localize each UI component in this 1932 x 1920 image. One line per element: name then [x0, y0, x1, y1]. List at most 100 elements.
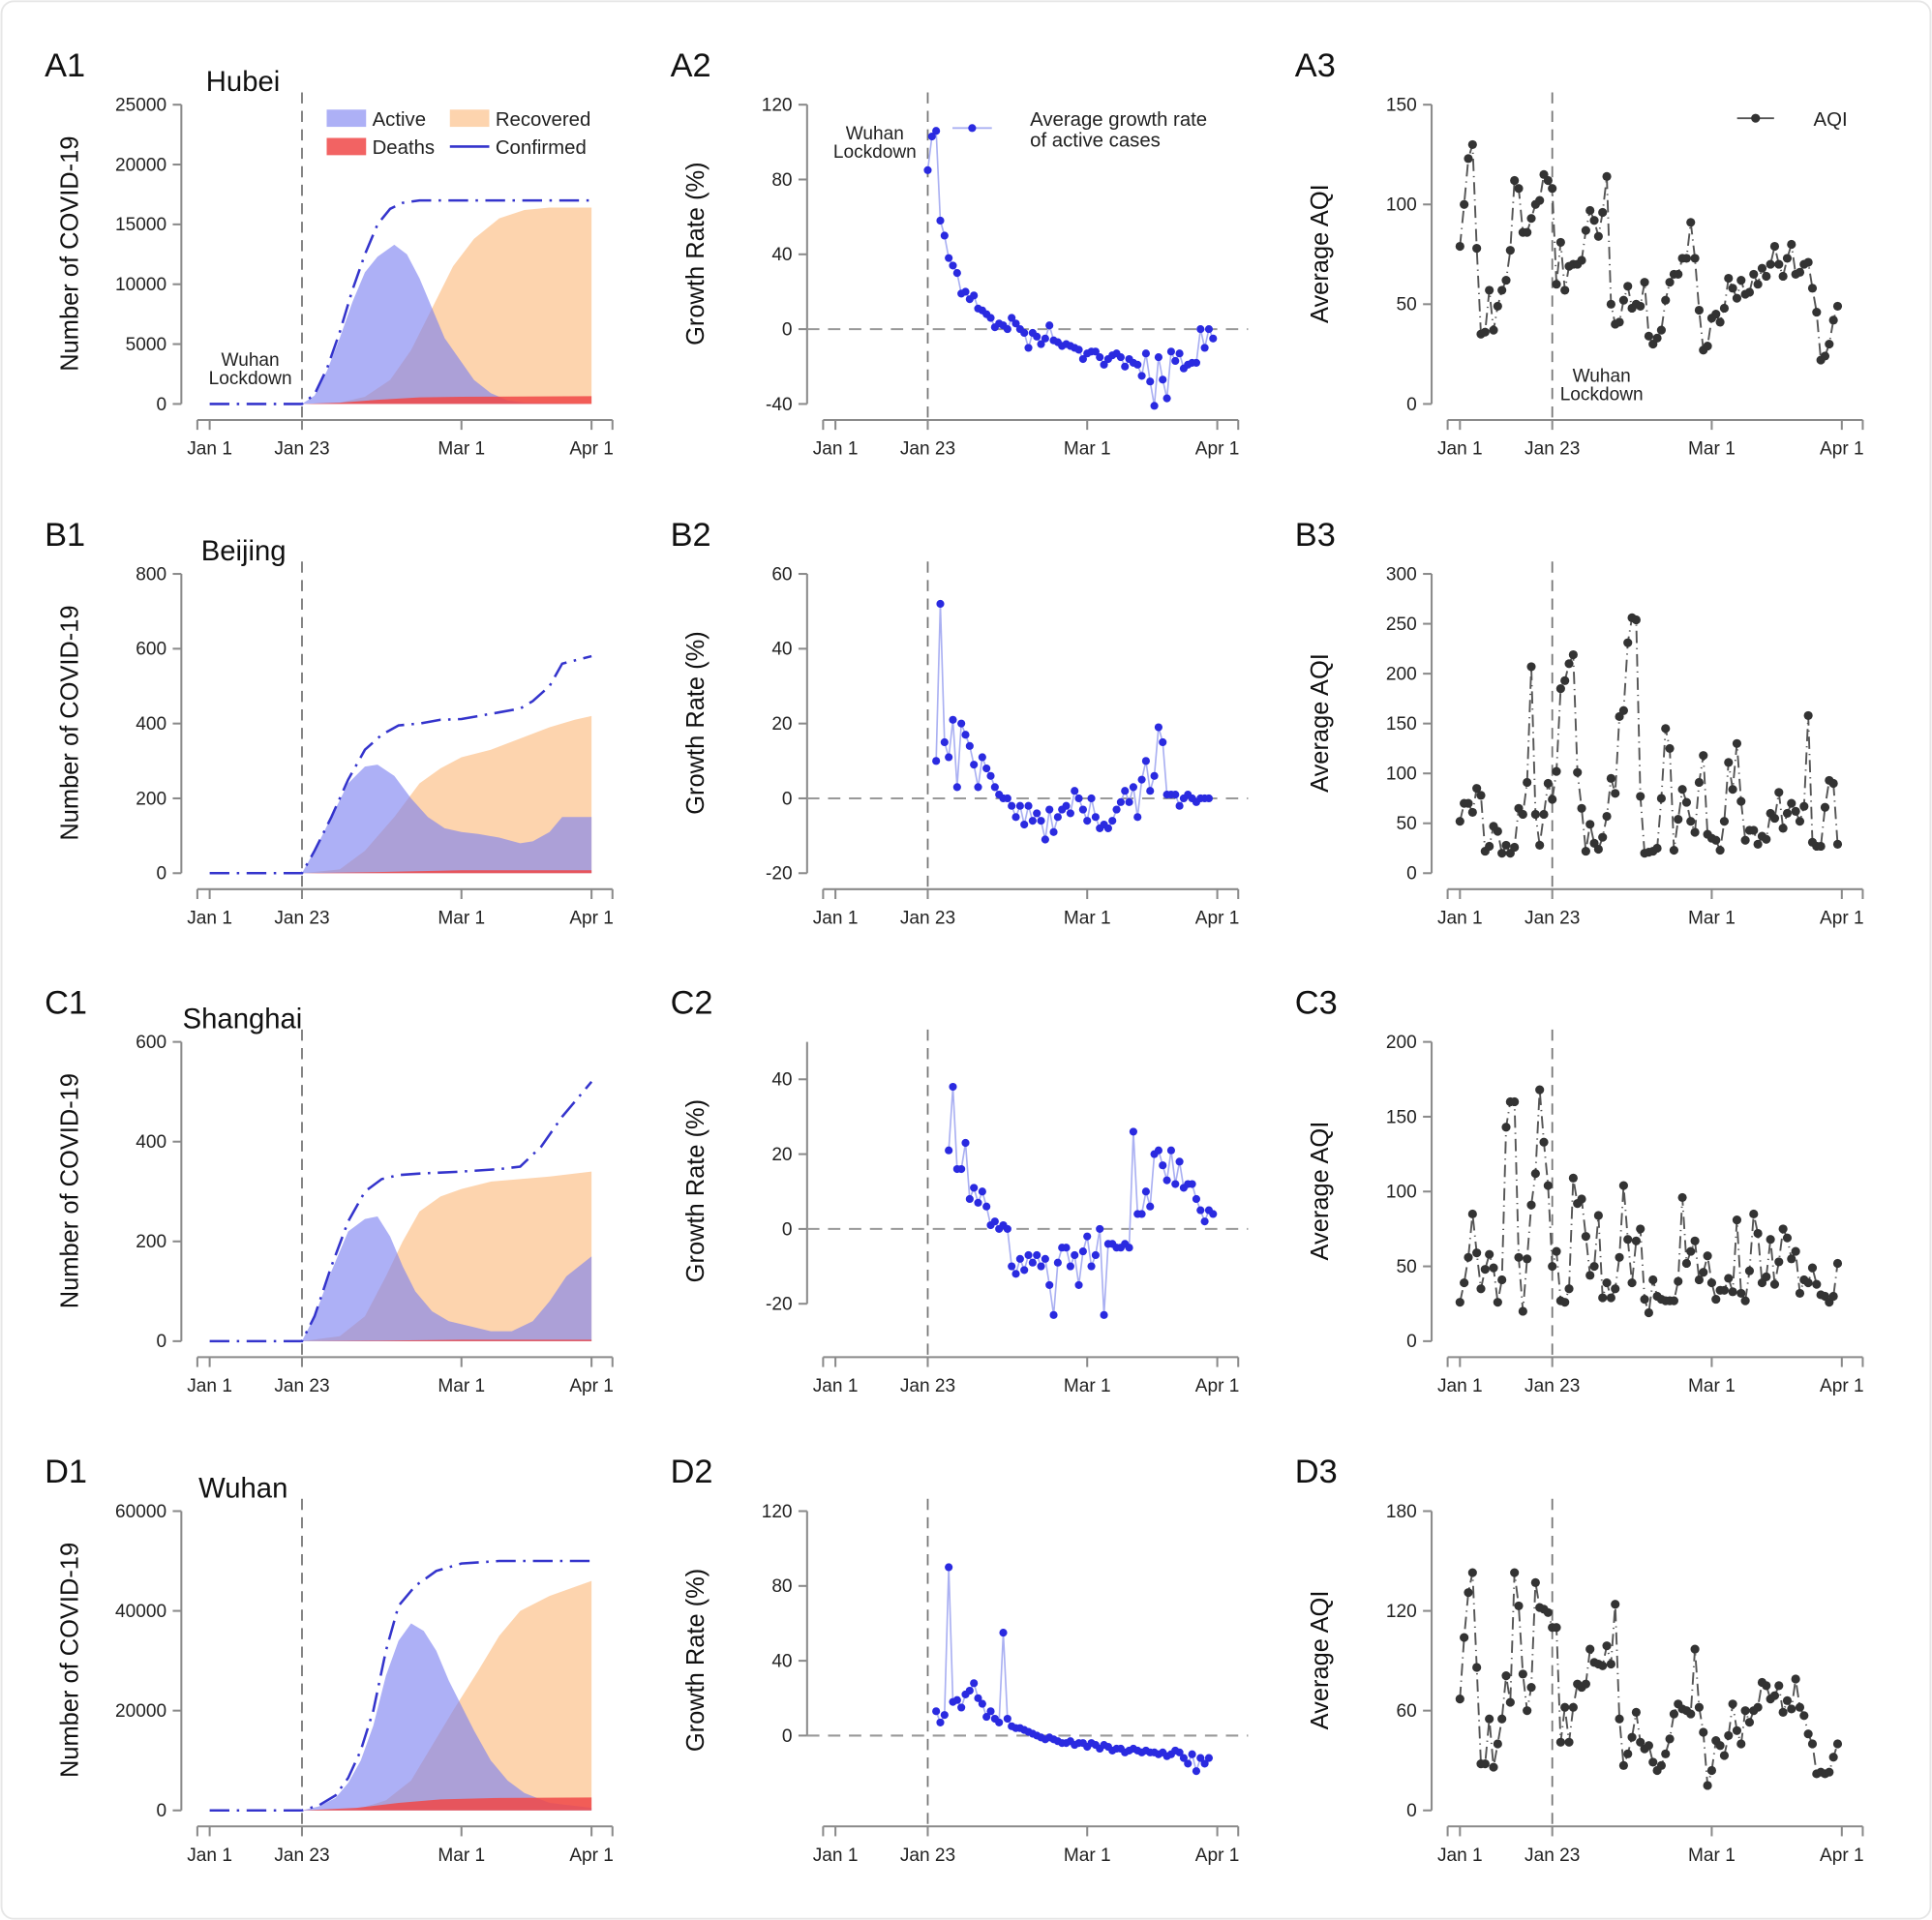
- aqi-point: [1749, 1209, 1759, 1219]
- x-tick-label: Mar 1: [438, 1376, 485, 1396]
- panel-b2: B2 Growth Rate (%) -20 0 20 40 60 Jan 1 Jan 23 Ma…: [671, 517, 1249, 928]
- aqi-point: [1791, 1246, 1800, 1256]
- aqi-point: [1539, 809, 1549, 820]
- aqi-point: [1493, 301, 1502, 311]
- aqi-point: [1618, 295, 1628, 305]
- growth-rate-point: [957, 719, 966, 728]
- growth-rate-point: [1033, 809, 1041, 818]
- aqi-point: [1753, 1702, 1763, 1712]
- y-axis-label: Number of COVID-19: [56, 1073, 83, 1308]
- aqi-point: [1711, 310, 1721, 319]
- growth-rate-point: [936, 599, 945, 609]
- y-tick-label: 300: [1386, 564, 1417, 585]
- x-tick-label: Mar 1: [1688, 1845, 1736, 1866]
- aqi-point: [1732, 293, 1742, 303]
- growth-rate-point: [1146, 377, 1155, 386]
- aqi-point: [1648, 1757, 1658, 1767]
- confirmed-line: [209, 654, 592, 875]
- growth-rate-point: [1192, 1194, 1201, 1204]
- aqi-point: [1464, 1252, 1473, 1262]
- growth-rate-point: [1074, 345, 1083, 354]
- aqi-point: [1593, 231, 1603, 241]
- recovered-area: [301, 207, 592, 405]
- aqi-point: [1782, 254, 1793, 263]
- growth-rate-point: [1028, 817, 1037, 825]
- growth-rate-point: [1204, 325, 1214, 334]
- aqi-point: [1523, 777, 1532, 788]
- aqi-point: [1501, 1123, 1511, 1132]
- growth-rate-point: [1003, 1224, 1011, 1233]
- y-tick-label: 120: [762, 96, 793, 116]
- growth-rate-point: [965, 741, 974, 750]
- aqi-point: [1467, 807, 1477, 817]
- aqi-point: [1497, 1275, 1507, 1285]
- growth-rate-point: [1146, 1202, 1155, 1211]
- aqi-point: [1753, 1228, 1763, 1239]
- y-tick-label: 60: [1397, 1701, 1417, 1722]
- x-tick-label: Jan 23: [900, 908, 955, 928]
- x-tick-label: Jan 23: [274, 1376, 329, 1396]
- growth-rate-point: [1200, 344, 1209, 352]
- aqi-point: [1715, 317, 1725, 327]
- growth-rate-point: [1171, 356, 1180, 366]
- aqi-point: [1589, 216, 1599, 225]
- aqi-point: [1711, 1294, 1721, 1305]
- panel-label: D3: [1295, 1454, 1338, 1490]
- aqi-point: [1552, 1246, 1561, 1256]
- aqi-point: [1618, 705, 1628, 715]
- aqi-point: [1530, 1169, 1540, 1179]
- growth-rate-point: [1096, 353, 1104, 362]
- growth-rate-point: [1041, 835, 1049, 844]
- y-tick-label: 0: [156, 1332, 166, 1352]
- growth-rate-point: [1116, 797, 1125, 806]
- growth-rate-point: [1066, 1262, 1074, 1271]
- aqi-point: [1719, 303, 1730, 314]
- y-tick-label: 40: [771, 640, 792, 660]
- aqi-point: [1464, 154, 1473, 164]
- growth-rate-point: [1175, 1748, 1184, 1756]
- y-tick-label: 40000: [115, 1602, 166, 1622]
- y-tick-label: 200: [136, 789, 166, 809]
- y-axis-label: Growth Rate (%): [682, 631, 709, 814]
- y-tick-label: 60000: [115, 1502, 166, 1522]
- aqi-point: [1535, 840, 1545, 850]
- y-tick-label: 250: [1386, 615, 1417, 635]
- aqi-point: [1606, 299, 1615, 309]
- growth-rate-point: [1196, 1206, 1205, 1215]
- growth-rate-point: [952, 1695, 961, 1704]
- y-tick-label: 50: [1397, 295, 1417, 315]
- growth-rate-point: [1162, 1176, 1171, 1185]
- aqi-point: [1787, 239, 1796, 250]
- panel-b3: B3 Average AQI 0 50 100 150 200 250 300 Jan 1 Jan …: [1295, 517, 1864, 929]
- y-tick-label: 0: [782, 319, 793, 340]
- aqi-point: [1769, 1279, 1780, 1289]
- aqi-point: [1480, 1265, 1490, 1275]
- aqi-point: [1694, 777, 1705, 788]
- growth-rate-point: [1121, 362, 1130, 371]
- aqi-point: [1825, 1767, 1834, 1777]
- aqi-point: [1674, 815, 1683, 825]
- aqi-point: [1535, 1085, 1545, 1095]
- aqi-point: [1665, 743, 1675, 754]
- aqi-point: [1476, 791, 1486, 800]
- legend-label-active: Active: [373, 109, 426, 131]
- x-tick-label: Apr 1: [1820, 908, 1864, 928]
- aqi-point: [1656, 1760, 1666, 1770]
- panel-label: B1: [45, 517, 85, 554]
- y-tick-label: 150: [1386, 96, 1417, 116]
- aqi-point: [1778, 1224, 1788, 1234]
- y-tick-label: 600: [136, 1033, 166, 1053]
- y-tick-label: 25000: [115, 96, 166, 116]
- aqi-point: [1740, 1706, 1750, 1716]
- aqi-point: [1623, 1749, 1633, 1758]
- growth-rate-point: [1049, 1310, 1058, 1319]
- growth-rate-point: [932, 757, 941, 765]
- aqi-point: [1497, 849, 1507, 858]
- aqi-point: [1711, 835, 1721, 845]
- aqi-point: [1803, 1729, 1813, 1739]
- growth-rate-point: [1003, 325, 1011, 334]
- y-axis-label: Growth Rate (%): [682, 1569, 709, 1752]
- growth-rate-point: [1074, 1280, 1083, 1289]
- growth-rate-point: [1171, 1180, 1180, 1188]
